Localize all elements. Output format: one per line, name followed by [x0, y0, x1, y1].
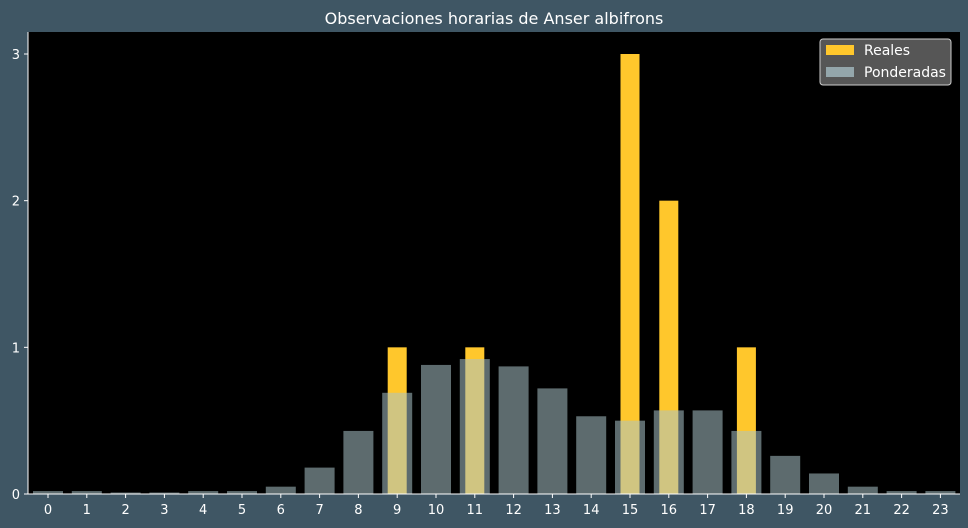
- bar-ponderadas-13: [537, 388, 568, 494]
- y-tick-label: 1: [12, 341, 20, 356]
- chart-title: Observaciones horarias de Anser albifron…: [325, 9, 664, 28]
- legend: Reales Ponderadas: [819, 38, 952, 86]
- bar-ponderadas-17: [692, 410, 723, 494]
- bar-ponderadas-5: [227, 491, 257, 494]
- x-tick-label: 12: [505, 503, 522, 518]
- bar-ponderadas-10: [421, 364, 451, 494]
- y-tick-label: 0: [12, 488, 20, 503]
- x-tick-label: 18: [738, 503, 755, 518]
- x-ticks: 0 1 2 3 4 5 6 7 8 9 10 11 12 13 14 15 16 17 18 19 20 21 22 23: [44, 494, 949, 518]
- bar-ponderadas-8: [343, 430, 374, 494]
- x-tick-label: 6: [277, 503, 285, 518]
- bar-ponderadas-6: [265, 486, 296, 494]
- bar-ponderadas-16: [653, 410, 684, 494]
- bar-ponderadas-12: [498, 366, 529, 494]
- x-tick-label: 8: [354, 503, 362, 518]
- x-tick-label: 0: [44, 503, 52, 518]
- legend-swatch-ponderadas: [826, 67, 854, 77]
- bar-ponderadas-15: [615, 420, 645, 494]
- bar-ponderadas-11: [459, 359, 490, 494]
- legend-label-reales: Reales: [864, 43, 910, 59]
- x-tick-label: 9: [393, 503, 401, 518]
- bar-ponderadas-23: [925, 491, 956, 494]
- bar-ponderadas-22: [886, 491, 917, 494]
- bar-ponderadas-1: [71, 491, 102, 494]
- legend-label-ponderadas: Ponderadas: [864, 65, 946, 81]
- x-tick-label: 4: [199, 503, 207, 518]
- x-tick-label: 19: [777, 503, 794, 518]
- x-tick-label: 17: [699, 503, 716, 518]
- bar-ponderadas-19: [770, 455, 801, 494]
- x-tick-label: 20: [816, 503, 833, 518]
- y-tick-label: 3: [12, 48, 20, 63]
- x-tick-label: 13: [544, 503, 561, 518]
- x-tick-label: 2: [121, 503, 129, 518]
- legend-swatch-reales: [826, 45, 854, 55]
- bar-ponderadas-2: [110, 492, 141, 494]
- bar-ponderadas-20: [809, 473, 839, 494]
- x-tick-label: 1: [83, 503, 91, 518]
- y-tick-label: 2: [12, 195, 20, 210]
- bar-reales-15: [620, 54, 640, 494]
- bar-ponderadas-14: [576, 416, 607, 494]
- x-tick-label: 3: [160, 503, 168, 518]
- bar-ponderadas-21: [847, 486, 878, 494]
- bars-ponderadas: [33, 359, 956, 494]
- y-ticks: 0 1 2 3: [12, 48, 28, 503]
- bar-ponderadas-18: [731, 430, 762, 494]
- x-tick-label: 15: [622, 503, 639, 518]
- x-tick-label: 21: [855, 503, 872, 518]
- bar-ponderadas-3: [149, 492, 180, 494]
- x-tick-label: 7: [315, 503, 323, 518]
- x-tick-label: 22: [893, 503, 910, 518]
- x-tick-label: 5: [238, 503, 246, 518]
- x-tick-label: 10: [428, 503, 445, 518]
- bar-ponderadas-7: [304, 467, 335, 494]
- bar-ponderadas-0: [33, 491, 63, 494]
- bar-ponderadas-4: [188, 491, 219, 494]
- bar-ponderadas-9: [382, 392, 413, 494]
- x-tick-label: 14: [583, 503, 600, 518]
- plot-area: [28, 32, 960, 494]
- x-tick-label: 16: [661, 503, 678, 518]
- x-tick-label: 11: [467, 503, 484, 518]
- x-tick-label: 23: [932, 503, 949, 518]
